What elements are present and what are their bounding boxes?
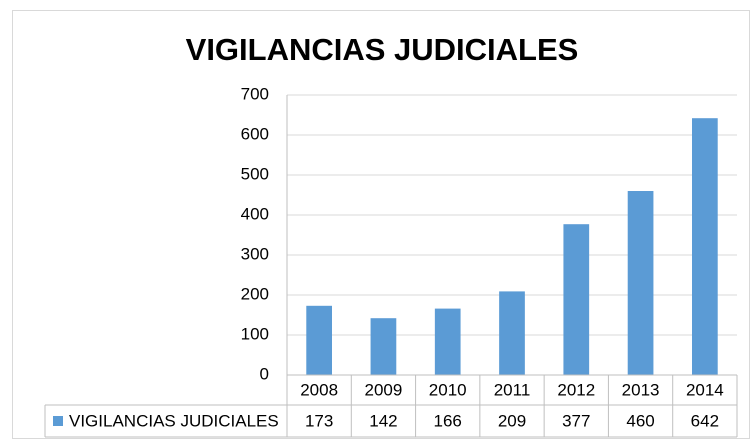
x-tick-label: 2010: [429, 380, 467, 399]
y-tick-label: 700: [241, 84, 269, 103]
bar: [370, 318, 397, 375]
table-value: 377: [562, 411, 590, 430]
table-value: 642: [691, 411, 719, 430]
table-value: 209: [498, 411, 526, 430]
bar: [499, 291, 525, 375]
x-tick-label: 2012: [557, 380, 595, 399]
x-tick-label: 2008: [300, 380, 338, 399]
x-tick-label: 2009: [365, 380, 403, 399]
y-tick-label: 100: [241, 324, 269, 343]
table-value: 166: [434, 411, 462, 430]
x-tick-label: 2014: [686, 380, 724, 399]
y-tick-label: 600: [241, 124, 269, 143]
y-tick-label: 300: [241, 244, 269, 263]
bar: [627, 191, 654, 375]
y-tick-label: 500: [241, 164, 269, 183]
y-tick-label: 0: [260, 364, 269, 383]
x-tick-label: 2013: [622, 380, 660, 399]
y-tick-label: 200: [241, 284, 269, 303]
chart-title: VIGILANCIAS JUDICIALES: [186, 32, 579, 67]
legend-label: VIGILANCIAS JUDICIALES: [69, 411, 279, 430]
bar: [692, 118, 718, 375]
table-value: 173: [305, 411, 333, 430]
table-value: 460: [626, 411, 654, 430]
bar: [434, 308, 461, 375]
bar: [306, 305, 332, 375]
bar: [563, 224, 590, 375]
x-tick-label: 2011: [494, 380, 531, 399]
y-tick-label: 400: [241, 204, 269, 223]
table-value: 142: [369, 411, 397, 430]
legend-swatch: [53, 416, 63, 426]
